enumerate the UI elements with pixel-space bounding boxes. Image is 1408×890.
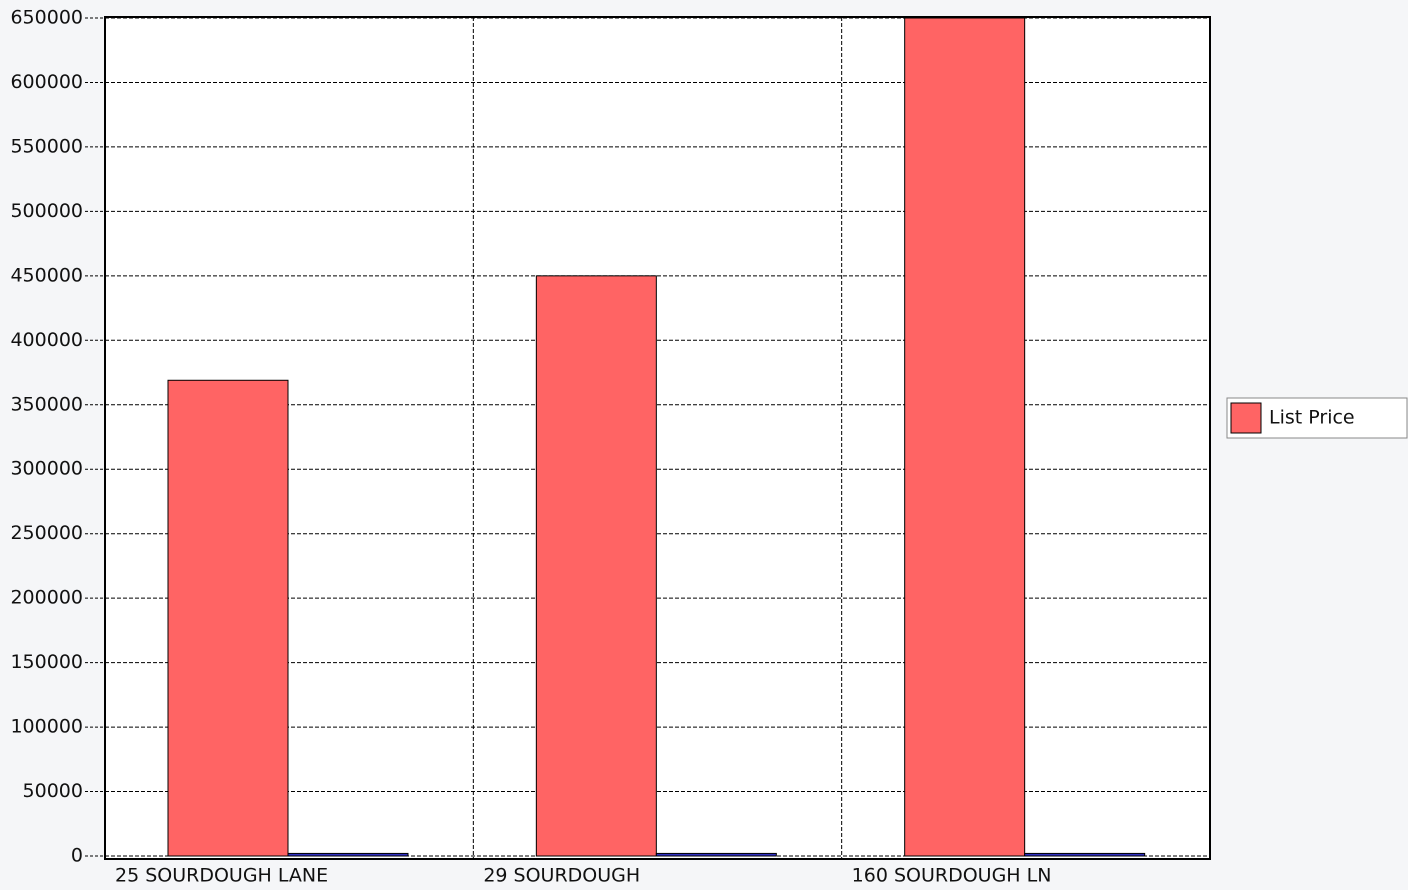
y-tick-label: 400000 [10, 329, 83, 351]
y-tick-label: 550000 [10, 135, 83, 157]
legend-label: List Price [1269, 407, 1355, 429]
bar [167, 379, 289, 857]
x-tick-label: 160 SOURDOUGH LN [852, 865, 1052, 887]
y-tick-label: 300000 [10, 458, 83, 480]
y-tick-label: 350000 [10, 393, 83, 415]
bar [904, 17, 1026, 857]
bar [655, 852, 777, 857]
y-tick-label: 450000 [10, 264, 83, 286]
x-tick-label: 29 SOURDOUGH [483, 865, 640, 887]
bar [287, 852, 409, 857]
plot-border [104, 16, 1211, 860]
y-tick-label: 250000 [10, 522, 83, 544]
y-tick-label: 150000 [10, 651, 83, 673]
y-tick-label: 650000 [10, 7, 83, 29]
bar [1024, 852, 1146, 857]
y-tick-label: 0 [71, 845, 83, 867]
y-tick-label: 200000 [10, 587, 83, 609]
y-tick-label: 600000 [10, 71, 83, 93]
plot-area [104, 16, 1211, 860]
legend-swatch [1230, 402, 1262, 434]
bar [535, 275, 657, 857]
x-tick-label: 25 SOURDOUGH LANE [115, 865, 328, 887]
y-tick-label: 500000 [10, 200, 83, 222]
y-tick-label: 100000 [10, 716, 83, 738]
y-tick-label: 50000 [23, 780, 83, 802]
